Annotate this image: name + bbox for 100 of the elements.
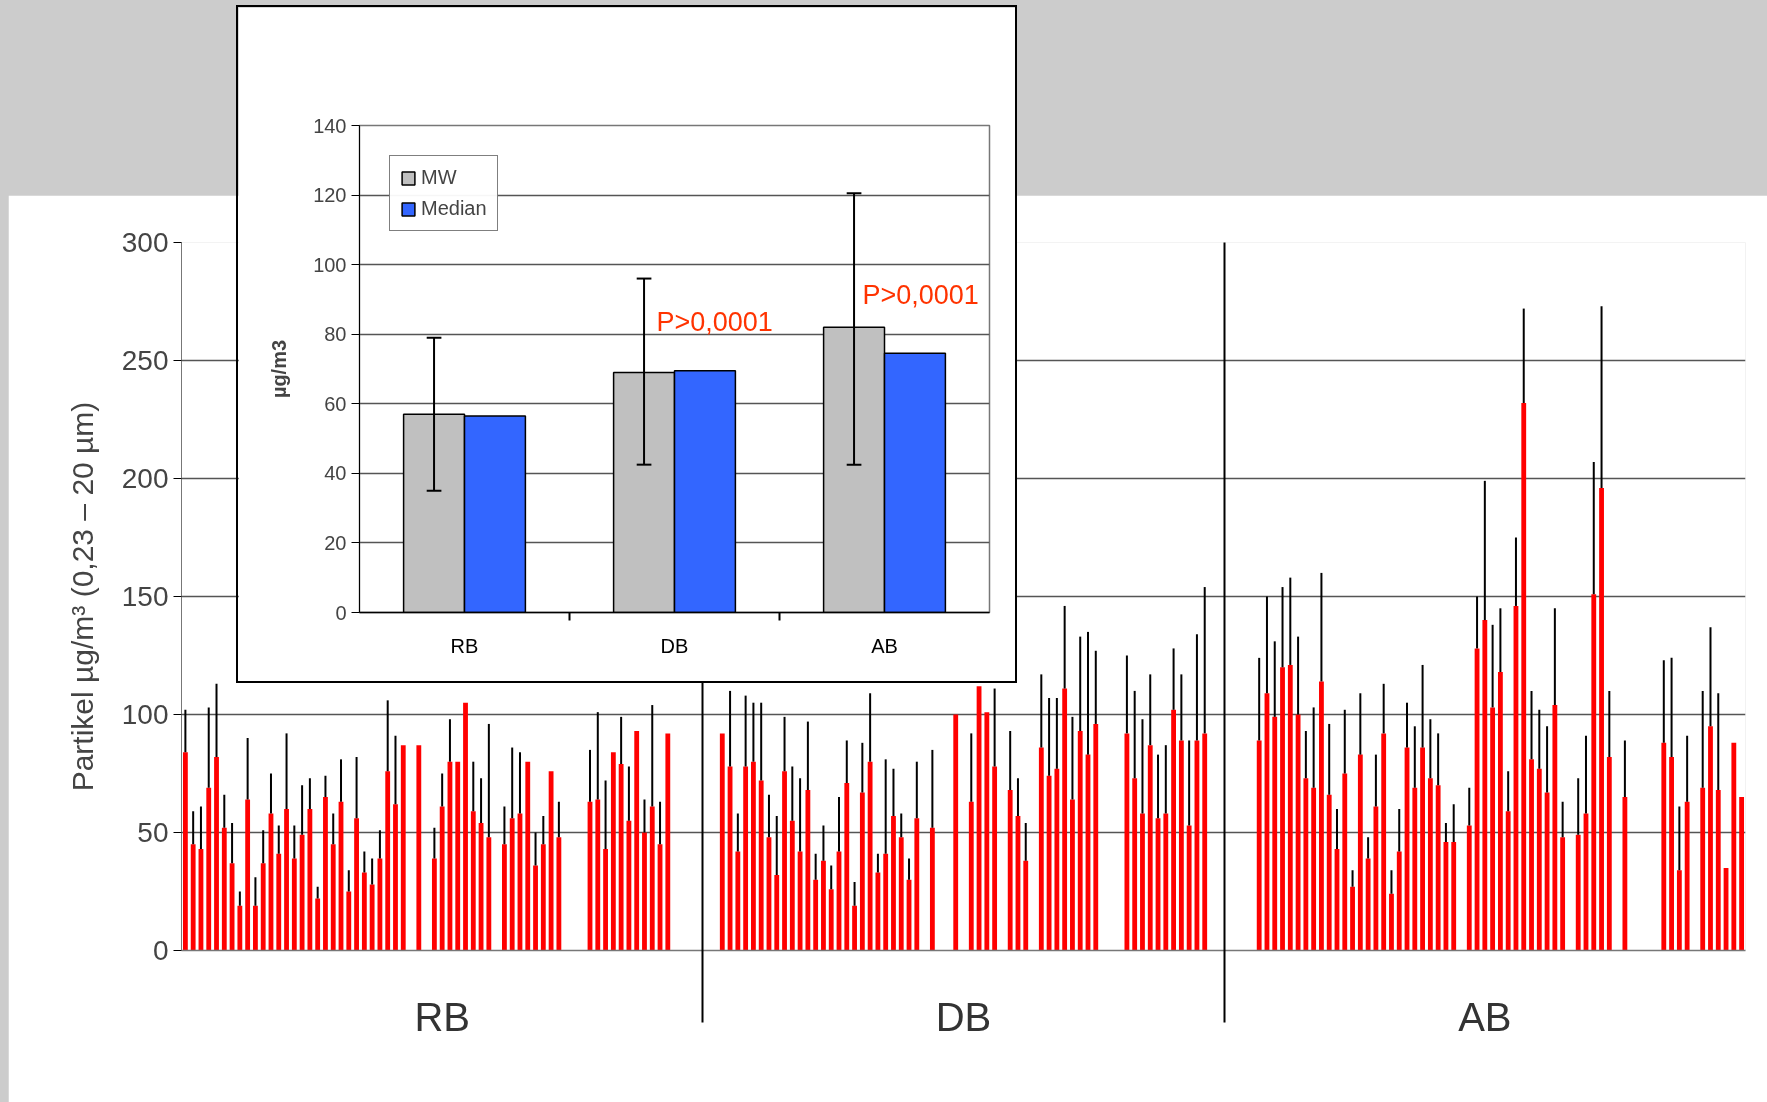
bar xyxy=(1708,726,1713,951)
bar xyxy=(1280,667,1285,951)
bar xyxy=(470,811,476,951)
bar xyxy=(416,745,422,951)
bar xyxy=(1124,733,1130,951)
bar xyxy=(1178,740,1184,951)
bar xyxy=(439,806,445,951)
bar xyxy=(618,764,624,951)
bar xyxy=(509,818,515,951)
y-tick-label: 140 xyxy=(313,114,347,137)
y-tick-label: 300 xyxy=(121,227,169,258)
bar xyxy=(1054,768,1060,951)
bar xyxy=(1700,787,1706,951)
bar xyxy=(502,844,507,951)
bar xyxy=(1007,790,1013,951)
bar xyxy=(782,771,787,951)
bar xyxy=(1669,756,1674,951)
bar xyxy=(253,905,258,951)
bar xyxy=(1070,799,1075,951)
bar xyxy=(953,714,959,951)
bar xyxy=(190,844,196,951)
bar xyxy=(1606,756,1612,951)
bar xyxy=(859,792,865,951)
bar xyxy=(1505,811,1511,951)
y-tick-label: 50 xyxy=(137,817,169,848)
x-tick-label: AB xyxy=(1458,994,1512,1039)
bar xyxy=(463,702,468,951)
bar xyxy=(992,766,998,951)
bar xyxy=(1497,672,1503,951)
bar xyxy=(214,756,219,951)
bar xyxy=(1077,731,1083,951)
bar xyxy=(1272,716,1278,951)
bar xyxy=(595,799,601,951)
bar xyxy=(400,745,406,951)
bar xyxy=(789,820,795,951)
y-tick-label: 250 xyxy=(121,345,169,376)
bar xyxy=(525,761,531,951)
bar xyxy=(610,752,616,951)
bar xyxy=(1062,688,1068,951)
bar xyxy=(797,851,803,951)
bar xyxy=(1202,733,1208,951)
bar xyxy=(649,806,655,951)
bar xyxy=(1319,681,1324,951)
bar xyxy=(1451,841,1457,951)
bar xyxy=(1739,797,1745,951)
bar xyxy=(1186,825,1192,951)
bar xyxy=(1256,740,1262,951)
bar xyxy=(323,797,328,951)
bar xyxy=(1326,794,1332,951)
bar xyxy=(1412,787,1418,951)
bar xyxy=(665,733,671,951)
bar xyxy=(1529,759,1534,951)
bar xyxy=(1171,709,1176,951)
bar xyxy=(330,844,336,951)
bar xyxy=(1311,787,1317,951)
bar xyxy=(821,860,826,951)
bar xyxy=(1163,813,1169,951)
bar xyxy=(1396,851,1402,951)
bar xyxy=(431,858,437,951)
y-tick-label: 0 xyxy=(335,601,347,624)
bar xyxy=(1140,813,1145,951)
bar xyxy=(1521,402,1527,951)
bar xyxy=(852,905,857,951)
bar xyxy=(182,752,188,951)
bar xyxy=(393,804,398,951)
bar xyxy=(556,837,562,951)
annotation: P>0,0001 xyxy=(656,306,773,337)
bar xyxy=(533,865,538,951)
bar xyxy=(984,712,990,951)
bar xyxy=(867,761,873,951)
y-tick-label: 100 xyxy=(313,253,347,276)
bar xyxy=(1676,870,1682,951)
bar xyxy=(891,815,896,951)
bar xyxy=(1552,705,1558,951)
bar xyxy=(1132,778,1138,951)
bar xyxy=(354,818,359,951)
bar xyxy=(1715,790,1721,951)
bar xyxy=(346,891,352,951)
bar xyxy=(1357,754,1363,951)
bar xyxy=(361,872,367,951)
bar xyxy=(486,837,492,951)
bar xyxy=(743,766,749,951)
y-tick-label: 0 xyxy=(152,935,169,966)
bar xyxy=(1435,785,1441,951)
y-tick-label: 150 xyxy=(121,581,169,612)
bar xyxy=(758,780,764,951)
bar xyxy=(914,818,920,951)
bar xyxy=(875,872,881,951)
bar xyxy=(299,834,305,951)
bar xyxy=(844,782,850,951)
x-tick-label: DB xyxy=(660,634,689,657)
bar xyxy=(455,761,461,951)
bar xyxy=(1575,834,1581,951)
bar xyxy=(898,837,904,951)
bar xyxy=(1536,768,1542,951)
bar xyxy=(1591,594,1597,951)
bar xyxy=(929,827,935,951)
bar xyxy=(1482,620,1488,951)
bar xyxy=(1365,858,1371,951)
bar xyxy=(751,761,756,951)
